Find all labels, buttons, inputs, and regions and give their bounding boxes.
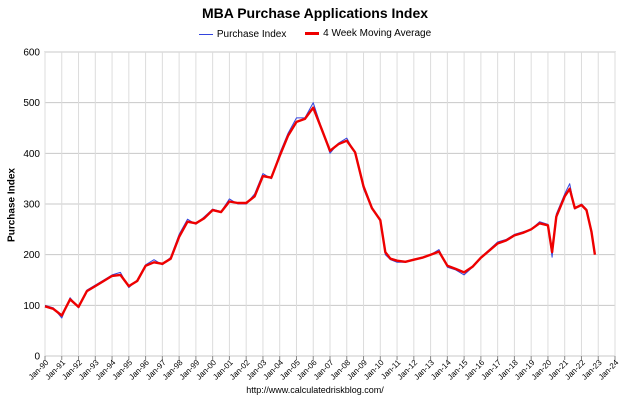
- legend-swatch-purchase-index: [198, 34, 213, 35]
- legend-label-purchase-index: Purchase Index: [216, 29, 287, 40]
- y-tick-label: 400: [23, 149, 40, 160]
- legend: Purchase Index 4 Week Moving Average: [0, 27, 630, 40]
- y-tick-label: 500: [23, 98, 40, 109]
- legend-item-purchase-index: Purchase Index: [198, 29, 287, 40]
- y-tick-label: 100: [23, 301, 40, 312]
- grid-layer: [44, 51, 616, 357]
- chart-title: MBA Purchase Applications Index: [201, 5, 429, 21]
- series-layer: [44, 102, 597, 319]
- y-tick-label: 0: [34, 352, 40, 363]
- source-credit: http://www.calculatedriskblog.com/: [246, 385, 384, 395]
- y-tick-label: 300: [23, 200, 40, 211]
- series-line-moving-average: [44, 106, 597, 317]
- legend-item-moving-average: 4 Week Moving Average: [305, 28, 431, 39]
- y-tick-label: 600: [23, 48, 40, 59]
- legend-label-moving-average: 4 Week Moving Average: [323, 28, 432, 39]
- legend-swatch-moving-average: [305, 32, 320, 35]
- y-tick-label: 200: [23, 250, 40, 261]
